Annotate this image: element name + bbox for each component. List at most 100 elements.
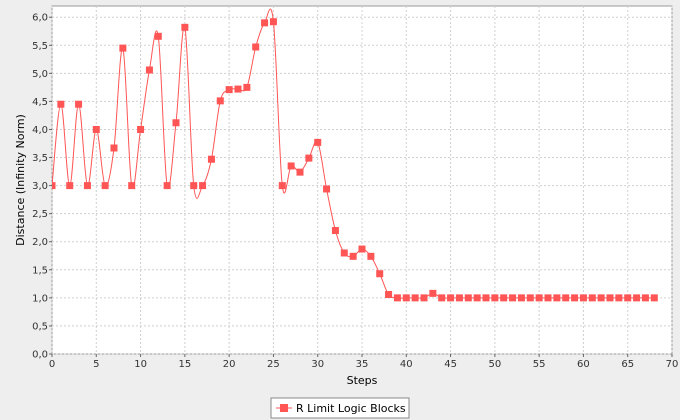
data-point — [579, 294, 587, 302]
x-tick-label: 60 — [577, 359, 590, 370]
data-point — [225, 86, 233, 94]
data-point — [641, 294, 649, 302]
y-axis-ticks: 0,0 0,5 1,0 1,5 2,0 2,5 3,0 3,5 4,0 4,5 5,0 5,5 6,0 — [32, 13, 52, 361]
y-tick-label: 5,5 — [32, 41, 48, 52]
data-point — [464, 294, 472, 302]
x-tick-label: 30 — [311, 359, 324, 370]
x-tick-label: 40 — [400, 359, 413, 370]
data-point — [349, 252, 357, 260]
data-point — [500, 294, 508, 302]
data-point — [491, 294, 499, 302]
legend-box — [270, 397, 410, 419]
data-point — [119, 44, 127, 52]
y-tick-label: 1,5 — [32, 265, 48, 276]
data-point — [163, 182, 171, 190]
data-point — [305, 154, 313, 162]
data-point — [571, 294, 579, 302]
y-tick-label: 4,0 — [32, 125, 48, 136]
data-point — [278, 182, 286, 190]
data-point — [376, 270, 384, 278]
y-axis-title: Distance (Infinity Norm) — [14, 114, 27, 246]
x-tick-label: 10 — [134, 359, 147, 370]
data-point — [606, 294, 614, 302]
legend[interactable]: R Limit Logic Blocks — [270, 397, 410, 419]
y-tick-label: 5,0 — [32, 69, 48, 80]
x-tick-label: 55 — [533, 359, 546, 370]
y-tick-label: 6,0 — [32, 13, 48, 24]
x-axis-title: Steps — [347, 374, 378, 387]
data-point — [633, 294, 641, 302]
data-point — [52, 182, 56, 190]
data-point — [429, 289, 437, 297]
data-point — [75, 100, 83, 108]
data-point — [562, 294, 570, 302]
data-point — [411, 294, 419, 302]
data-point — [57, 100, 65, 108]
data-point — [287, 162, 295, 170]
data-point — [615, 294, 623, 302]
data-point — [340, 249, 348, 257]
data-point — [438, 294, 446, 302]
legend-marker-swatch — [280, 404, 288, 412]
data-point — [110, 144, 118, 152]
x-axis-ticks: 0 5 10 15 20 25 30 35 40 45 50 55 60 65 70 — [49, 354, 679, 370]
data-point — [66, 182, 74, 190]
data-point — [544, 294, 552, 302]
y-tick-label: 4,5 — [32, 97, 48, 108]
data-point — [296, 168, 304, 176]
data-point — [83, 182, 91, 190]
data-point — [243, 83, 251, 91]
data-point — [482, 294, 490, 302]
data-point — [624, 294, 632, 302]
data-point — [207, 155, 215, 163]
legend-label: R Limit Logic Blocks — [296, 402, 406, 415]
data-point — [216, 97, 224, 105]
x-tick-label: 15 — [178, 359, 191, 370]
y-tick-label: 3,0 — [32, 181, 48, 192]
data-point — [455, 294, 463, 302]
data-point — [553, 294, 561, 302]
data-point — [101, 182, 109, 190]
y-tick-label: 0,0 — [32, 350, 48, 361]
data-point — [269, 18, 277, 26]
data-point — [190, 182, 198, 190]
data-point — [314, 138, 322, 146]
data-point — [402, 294, 410, 302]
data-point — [420, 294, 428, 302]
data-point — [473, 294, 481, 302]
data-point — [385, 291, 393, 299]
y-tick-label: 2,5 — [32, 209, 48, 220]
data-point — [535, 294, 543, 302]
data-point — [92, 125, 100, 133]
x-tick-label: 50 — [488, 359, 501, 370]
data-point — [367, 252, 375, 260]
x-tick-label: 45 — [444, 359, 457, 370]
data-point — [181, 23, 189, 31]
data-point — [137, 125, 145, 133]
data-point — [234, 85, 242, 93]
data-point — [252, 43, 260, 51]
data-point — [145, 66, 153, 74]
y-tick-label: 1,0 — [32, 293, 48, 304]
x-tick-label: 35 — [356, 359, 369, 370]
data-point — [526, 294, 534, 302]
data-point — [358, 245, 366, 253]
data-point — [128, 182, 136, 190]
x-tick-label: 65 — [621, 359, 634, 370]
data-point — [172, 119, 180, 127]
series-markers — [52, 18, 658, 302]
data-point — [509, 294, 517, 302]
data-point — [323, 185, 331, 193]
x-tick-label: 5 — [93, 359, 99, 370]
y-tick-label: 2,0 — [32, 237, 48, 248]
data-point — [517, 294, 525, 302]
x-tick-label: 25 — [267, 359, 280, 370]
x-tick-label: 20 — [223, 359, 236, 370]
x-tick-label: 70 — [666, 359, 679, 370]
data-point — [393, 294, 401, 302]
data-point — [650, 294, 658, 302]
data-point — [261, 19, 269, 27]
data-point — [199, 182, 207, 190]
data-point — [588, 294, 596, 302]
